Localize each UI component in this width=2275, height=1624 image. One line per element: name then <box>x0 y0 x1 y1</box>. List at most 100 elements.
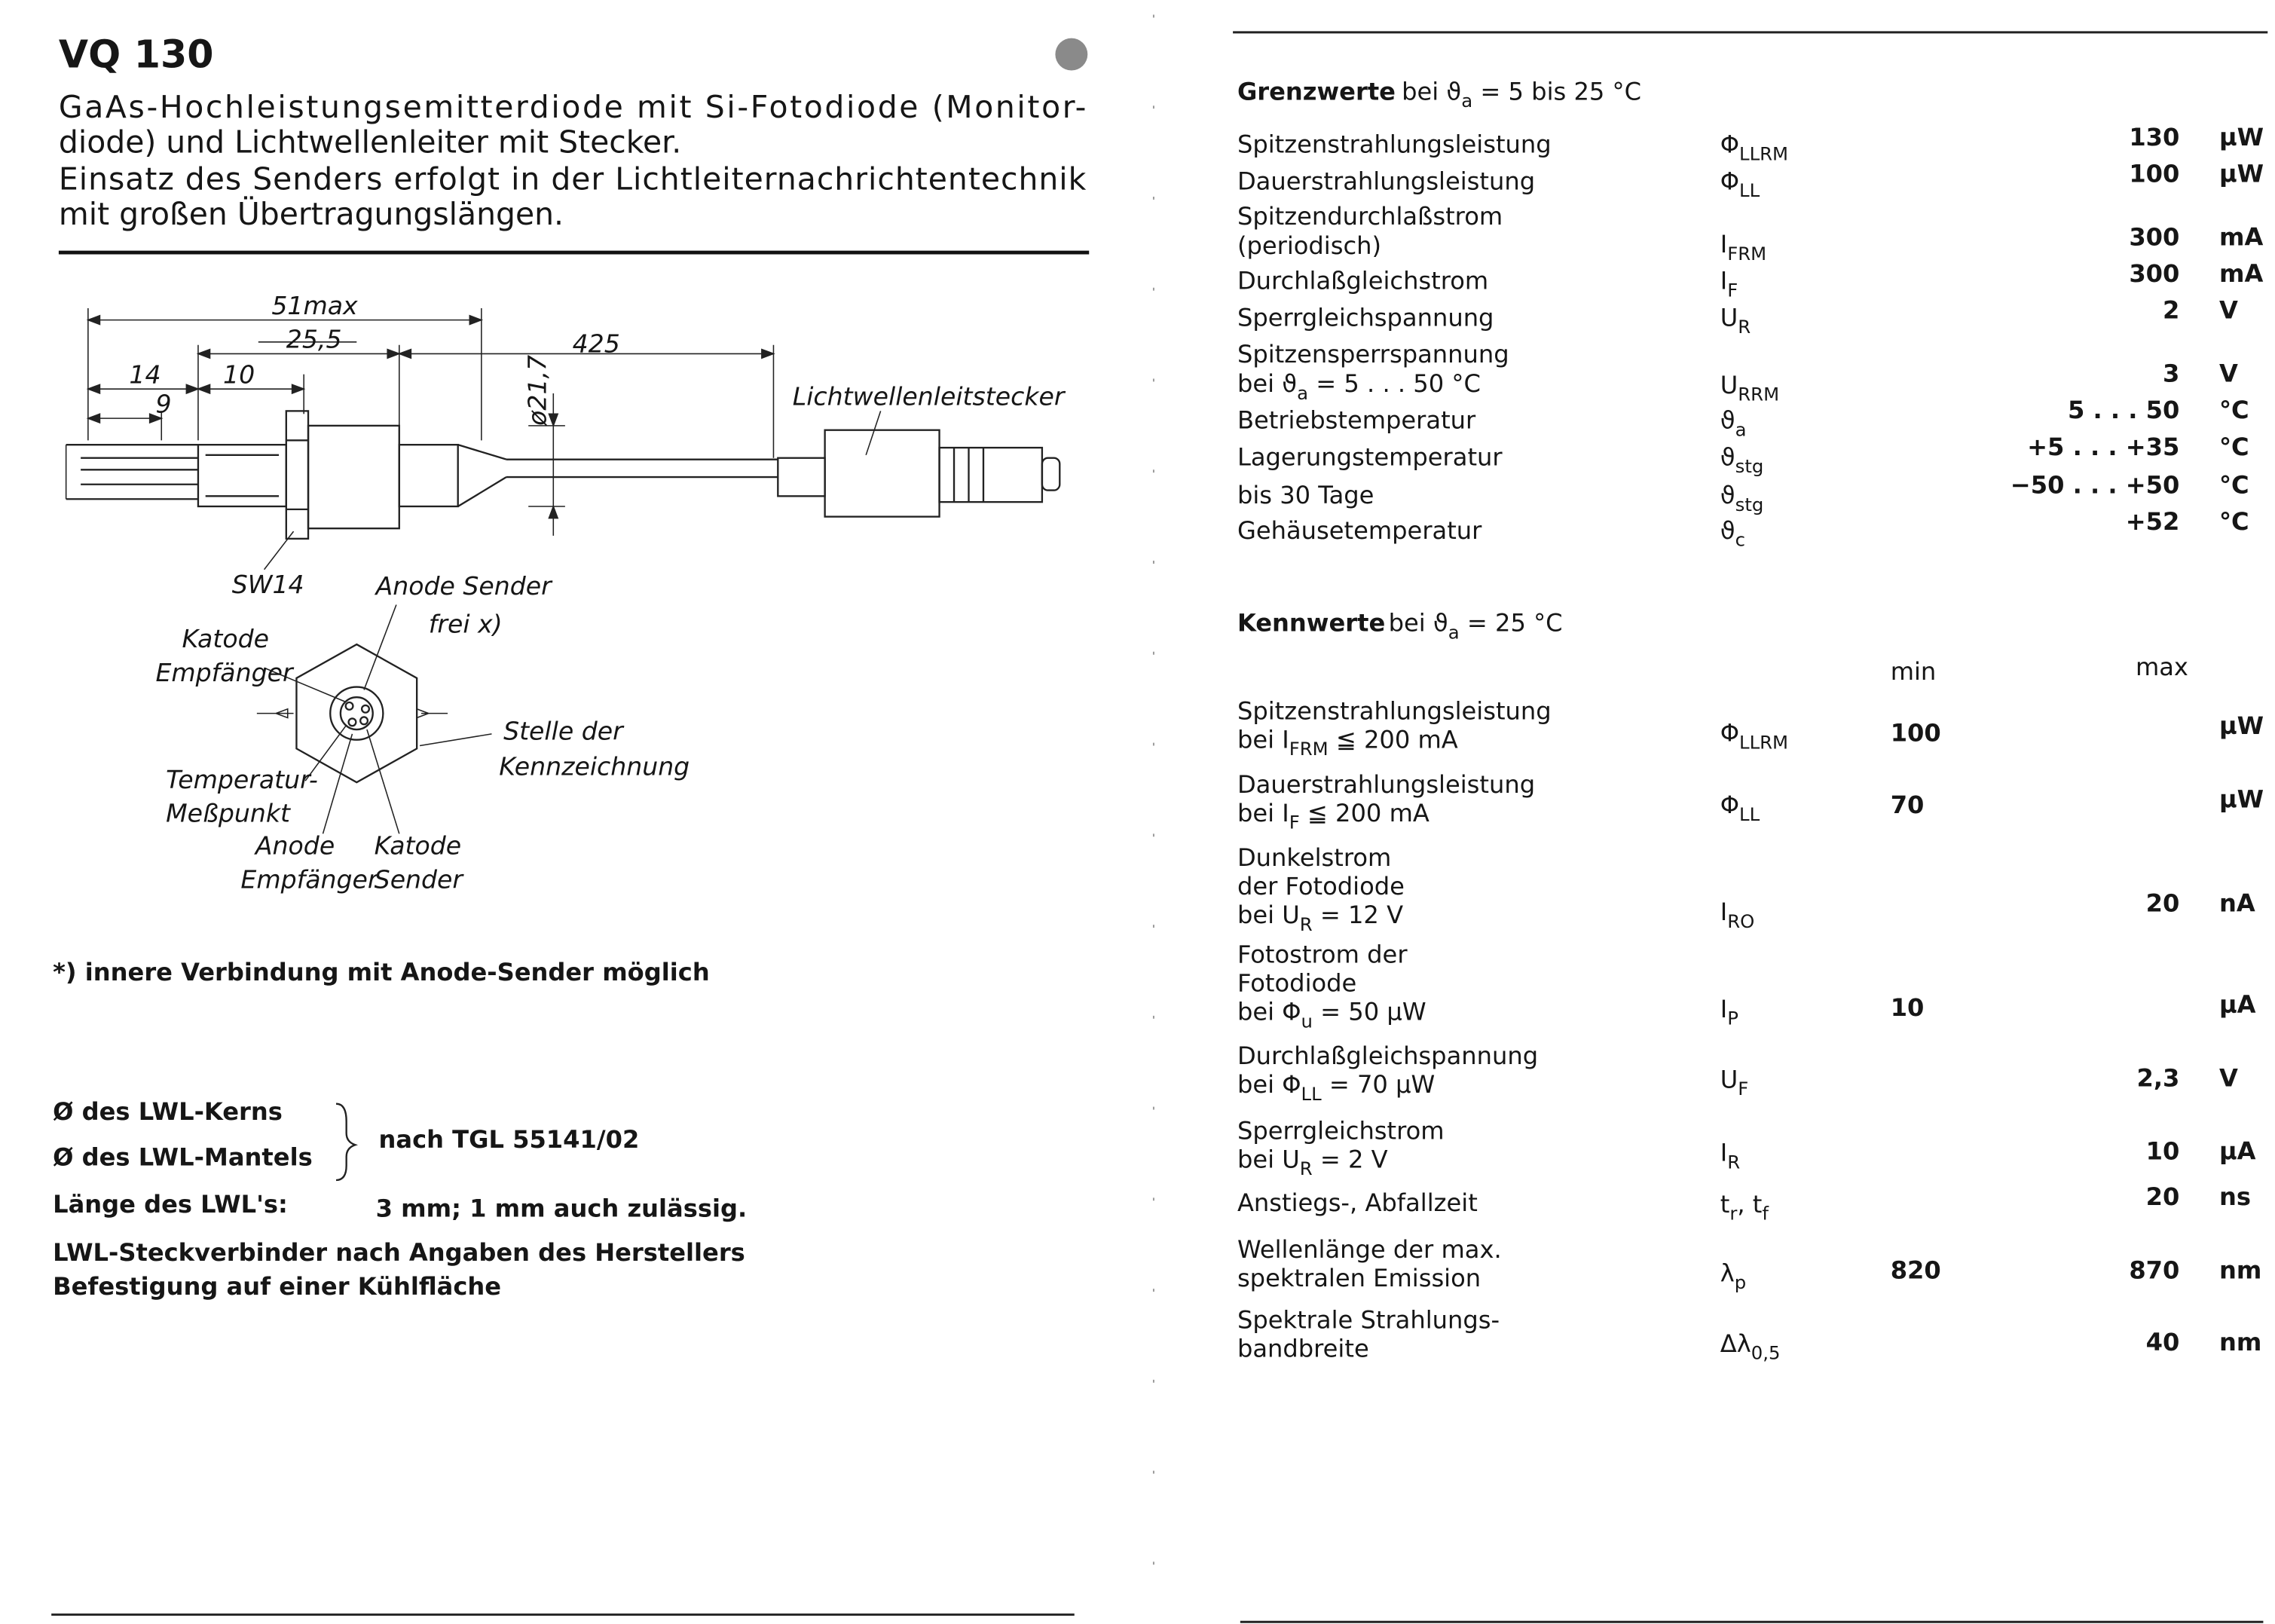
symbol: tr, tf <box>1720 1190 1770 1225</box>
symbol: Δλ0,5 <box>1720 1329 1781 1364</box>
text-segment: bei ϑ <box>1389 609 1448 638</box>
dimension-label: 51max <box>271 291 358 320</box>
column-header: min <box>1891 657 1937 686</box>
unit: µW <box>2219 711 2264 740</box>
value: +52 <box>2126 507 2180 536</box>
unit: V <box>2219 359 2238 387</box>
parameter-name: bis 30 Tage <box>1237 481 1374 509</box>
subscript: F <box>1289 812 1300 833</box>
parameter-name: Spitzenstrahlungsleistung <box>1237 130 1552 159</box>
subscript: a <box>1448 621 1460 643</box>
marker-dot <box>1055 38 1088 71</box>
unit: nm <box>2219 1255 2261 1284</box>
parameter-name: Lagerungstemperatur <box>1237 442 1503 471</box>
parameter-name: Fotostrom der <box>1237 940 1408 969</box>
text-segment: bandbreite <box>1237 1335 1369 1363</box>
subscript: a <box>1297 382 1308 404</box>
dimension-lines <box>65 308 775 536</box>
symbol: UF <box>1720 1065 1749 1099</box>
subscript: a <box>1735 418 1747 440</box>
text-segment: = 2 V <box>1313 1145 1388 1173</box>
symbol: ΦLL <box>1720 791 1760 825</box>
text-segment: ≦ 200 mA <box>1329 725 1458 754</box>
text-segment: U <box>1720 371 1738 399</box>
value: 5 . . . 50 <box>2068 396 2179 424</box>
text-segment: bei ϑ <box>1402 77 1461 106</box>
text-segment: Φ <box>1720 719 1739 748</box>
subscript: c <box>1735 529 1745 551</box>
subscript: LL <box>1739 803 1760 825</box>
min-value: 10 <box>1891 993 1925 1022</box>
value: 130 <box>2129 123 2179 151</box>
symbol: URRM <box>1720 371 1779 405</box>
parameter-name: Spektrale Strahlungs- <box>1237 1306 1500 1335</box>
text-segment: Φ <box>1720 791 1739 819</box>
drawing-label: Empfänger <box>240 864 380 894</box>
text-segment: bei I <box>1237 799 1289 827</box>
value: 300 <box>2129 222 2179 251</box>
parameter-name: spektralen Emission <box>1237 1264 1481 1292</box>
subscript: stg <box>1735 455 1764 477</box>
text-segment: , t <box>1737 1190 1762 1219</box>
min-value: 70 <box>1891 791 1925 819</box>
subscript: F <box>1738 1078 1748 1099</box>
unit: °C <box>2219 470 2249 499</box>
text-segment: = 5 bis 25 °C <box>1472 77 1641 106</box>
text-segment: bis 30 Tage <box>1237 481 1374 509</box>
max-value: 20 <box>2146 1182 2180 1211</box>
title: VQ 130 <box>59 32 214 77</box>
component-outline <box>66 410 1061 540</box>
text-segment: ϑ <box>1720 442 1735 471</box>
parameter-name: bei Φu = 50 µW <box>1237 998 1426 1032</box>
subscript: p <box>1735 1271 1746 1293</box>
text-segment: I <box>1720 267 1727 295</box>
drawing-label: Meßpunkt <box>166 799 291 828</box>
leader <box>865 411 882 456</box>
fiber-cladding: Ø des LWL-Mantels <box>53 1143 313 1172</box>
fiber-standard: nach TGL 55141/02 <box>379 1125 640 1154</box>
section-heading: Grenzwerte <box>1237 77 1396 106</box>
parameter-name: bei IF ≦ 200 mA <box>1237 799 1430 833</box>
text-segment: λ <box>1720 1259 1735 1287</box>
subscript: R <box>1738 316 1751 338</box>
parameter-name: bei ϑa = 5 . . . 50 °C <box>1237 369 1481 404</box>
parameter-name: Durchlaßgleichspannung <box>1237 1041 1538 1070</box>
unit: ns <box>2219 1182 2251 1211</box>
pin-view <box>295 643 418 784</box>
max-value: 870 <box>2129 1255 2179 1284</box>
parameter-name: Spitzendurchlaßstrom <box>1237 202 1503 231</box>
text-segment: Betriebstemperatur <box>1237 406 1476 435</box>
text-segment: ≦ 200 mA <box>1300 799 1430 827</box>
unit: µW <box>2219 160 2264 188</box>
text-segment: bei U <box>1237 901 1300 929</box>
symbol: ϑstg <box>1720 481 1764 515</box>
dimension-label: ø21,7 <box>523 355 552 427</box>
value: −50 . . . +50 <box>2011 470 2180 499</box>
min-value: 100 <box>1891 719 1941 748</box>
unit: µA <box>2219 990 2256 1019</box>
symbol: ϑa <box>1720 406 1747 441</box>
symbol: ΦLLRM <box>1720 130 1788 165</box>
section-condition: bei ϑa = 25 °C <box>1389 609 1563 644</box>
parameter-name: Durchlaßgleichstrom <box>1237 267 1488 295</box>
max-value: 10 <box>2146 1137 2180 1166</box>
subscript: RRM <box>1738 384 1779 405</box>
subscript: R <box>1300 913 1313 935</box>
subscript: f <box>1762 1203 1769 1225</box>
brace <box>335 1103 359 1182</box>
text-segment: Spitzensperrspannung <box>1237 340 1509 369</box>
unit: V <box>2219 1063 2238 1092</box>
text-segment: der Fotodiode <box>1237 872 1405 901</box>
text-segment: Φ <box>1720 130 1739 159</box>
subscript: P <box>1727 1008 1738 1029</box>
drawing-label: Katode <box>182 624 269 653</box>
parameter-name: bei UR = 12 V <box>1237 901 1403 935</box>
fiber-length-label: Länge des LWL's: <box>53 1190 288 1219</box>
symbol: IFRM <box>1720 230 1766 265</box>
unit: mA <box>2219 222 2263 251</box>
drawing-label: Lichtwellenleitstecker <box>793 382 1066 411</box>
subscript: r <box>1729 1203 1737 1225</box>
value: 100 <box>2129 160 2179 188</box>
text-segment: Sperrgleichspannung <box>1237 303 1494 332</box>
text-segment: ϑ <box>1720 406 1735 435</box>
